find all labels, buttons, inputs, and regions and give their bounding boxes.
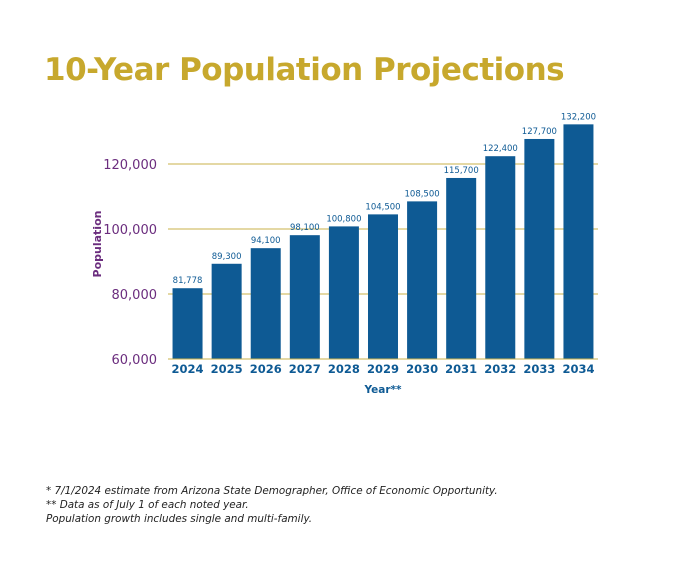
x-tick-label: 2030: [406, 362, 438, 376]
bar: [563, 124, 594, 359]
x-tick-label: 2034: [562, 362, 594, 376]
y-axis-title: Population: [91, 211, 104, 278]
data-label: 132,200: [561, 112, 596, 122]
footnote-growth-note: Population growth includes single and mu…: [46, 513, 313, 525]
x-tick-label: 2033: [523, 362, 555, 376]
bar: [524, 138, 555, 359]
y-tick-label: 60,000: [112, 353, 158, 368]
x-tick-label: 2025: [211, 362, 243, 376]
bar: [485, 156, 516, 359]
bar: [211, 263, 242, 359]
y-tick-label: 100,000: [103, 223, 157, 238]
data-label: 115,700: [444, 166, 479, 176]
x-tick-label: 2029: [367, 362, 399, 376]
x-tick-label: 2032: [484, 362, 516, 376]
bar: [328, 226, 359, 359]
footnote-data-date: ** Data as of July 1 of each noted year.: [46, 499, 249, 511]
bar: [250, 248, 281, 359]
bar: [446, 177, 477, 359]
x-tick-label: 2028: [328, 362, 360, 376]
x-axis-title: Year**: [363, 384, 402, 396]
data-label: 127,700: [522, 127, 557, 137]
x-tick-label: 2026: [250, 362, 282, 376]
y-tick-label: 80,000: [112, 288, 158, 303]
footnotes: * 7/1/2024 estimate from Arizona State D…: [46, 484, 498, 526]
data-label: 108,500: [405, 189, 440, 199]
data-label: 100,800: [326, 214, 361, 224]
bar: [289, 235, 320, 359]
data-label: 122,400: [483, 144, 518, 154]
bar: [172, 288, 203, 359]
x-tick-label: 2024: [172, 362, 204, 376]
data-label: 94,100: [251, 236, 281, 246]
data-label: 98,100: [290, 223, 320, 233]
data-label: 89,300: [212, 252, 242, 262]
footnote-source: * 7/1/2024 estimate from Arizona State D…: [46, 485, 498, 497]
x-tick-label: 2031: [445, 362, 477, 376]
chart-title: 10-Year Population Projections: [44, 52, 565, 88]
bar: [368, 214, 398, 359]
data-label: 81,778: [173, 276, 203, 286]
data-label: 104,500: [365, 202, 400, 212]
x-tick-label: 2027: [289, 362, 321, 376]
y-tick-label: 120,000: [103, 158, 157, 173]
bar: [407, 201, 438, 359]
